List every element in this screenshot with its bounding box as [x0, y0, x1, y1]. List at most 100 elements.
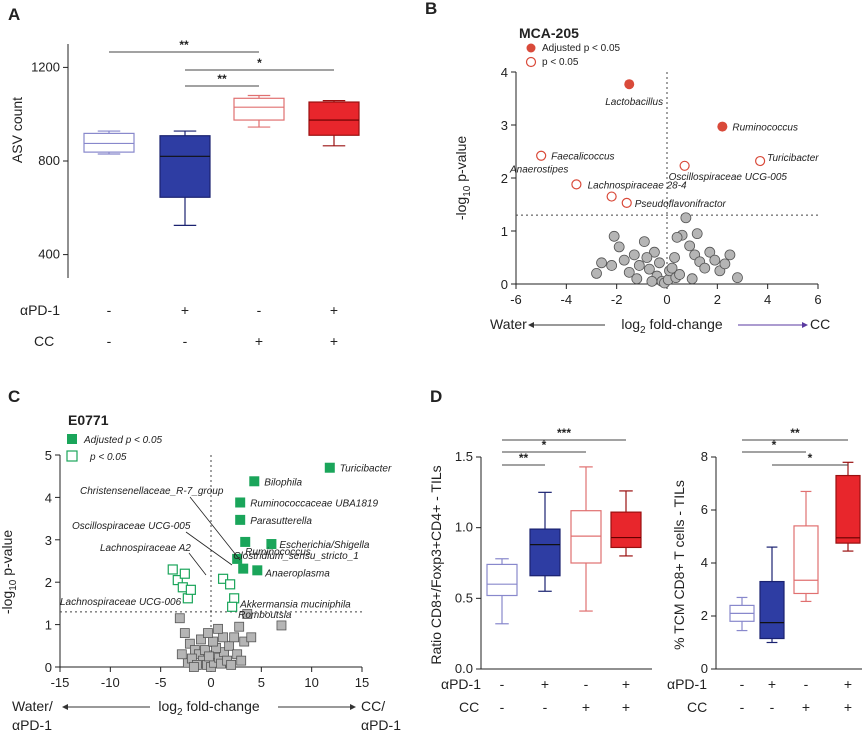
panel-letter-d: D — [430, 387, 442, 406]
panel-d2-cc-sign: - — [770, 699, 775, 715]
panel-d-ratio-boxplot: Ratio CD8+/Foxp3+CD4+ - TILs αPD-1 CC 0.… — [428, 426, 652, 715]
panel-b-point-ns — [607, 260, 617, 270]
panel-d2-ytick-label: 6 — [701, 502, 708, 517]
panel-d1-apd1-sign: + — [541, 676, 549, 692]
panel-b-point-label: Anaerostipes — [509, 164, 568, 175]
panel-b-ylabel: -log10 p-value — [453, 136, 473, 221]
panel-a-box — [309, 102, 359, 135]
panel-c-point-ns — [277, 621, 286, 630]
panel-b-right-label: CC — [810, 316, 830, 332]
panel-letter-b: B — [425, 0, 437, 18]
panel-b-point-ns — [654, 258, 664, 268]
panel-a-apd1-sign: + — [330, 302, 338, 318]
panel-c-ytick-label: 4 — [45, 490, 52, 505]
panel-d2-cc-sign: - — [740, 699, 745, 715]
panel-c-ylabel: -log10 p-value — [0, 530, 19, 615]
panel-c-annotation-label: Lachnospiraceae UCG-006 — [60, 597, 182, 608]
panel-c-point-ns — [209, 637, 218, 646]
panel-a-apd1-row-label: αPD-1 — [20, 302, 60, 318]
panel-d1-box — [487, 564, 517, 595]
panel-a-asv-boxplot: ASV count αPD-1 CC 4008001200--+--+++***… — [9, 38, 359, 349]
panel-b-point-ns — [642, 253, 652, 263]
panel-c-point-ns — [203, 629, 212, 638]
panel-c-point-label: Ruminococcus — [245, 547, 311, 558]
panel-c-annotation-label: Oscillospiraceae UCG-005 — [72, 521, 191, 532]
panel-c-point-label: Anaeroplasma — [264, 568, 330, 579]
panel-b-ytick-label: 1 — [501, 224, 508, 239]
panel-c-annotation-leader — [189, 553, 206, 575]
panel-c-point-label: Bilophila — [264, 477, 302, 488]
panel-c-point-adjusted — [235, 497, 245, 507]
panel-b-point-ns — [725, 250, 735, 260]
figure-canvas: A B C D ASV count αPD-1 CC 4008001200--+… — [0, 0, 865, 741]
panel-a-ytick-label: 1200 — [31, 59, 60, 74]
panel-c-annotation-label: Lachnospiraceae A2 — [100, 543, 191, 554]
panel-d1-cc-sign: - — [543, 699, 548, 715]
panel-a-apd1-sign: + — [181, 302, 189, 318]
panel-d2-apd1-sign: + — [844, 676, 852, 692]
panel-b-title: MCA-205 — [519, 25, 579, 41]
panel-c-annotation-leader — [190, 497, 240, 560]
panel-b-point-ns — [647, 276, 657, 286]
panel-b-point-p05 — [756, 157, 765, 166]
panel-b-point-label: Oscillospiraceae UCG-005 — [669, 172, 788, 183]
panel-c-point-adjusted — [238, 564, 248, 574]
panel-c-ytick-label: 1 — [45, 618, 52, 633]
panel-b-legend-p05: p < 0.05 — [542, 57, 579, 68]
panel-a-cc-sign: + — [255, 333, 263, 349]
panel-c-right-arrowhead — [350, 704, 356, 710]
panel-d1-apd1-sign: + — [622, 676, 630, 692]
panel-c-xtick-label: -10 — [101, 675, 120, 690]
panel-c-point-ns — [189, 663, 198, 672]
panel-d2-apd1-sign: + — [768, 676, 776, 692]
panel-b-point-ns — [634, 260, 644, 270]
panel-c-right-label-2: αPD-1 — [361, 717, 401, 733]
panel-b-point-ns — [675, 269, 685, 279]
panel-b-ytick-label: 3 — [501, 118, 508, 133]
panel-d2-apd1-row-label: αPD-1 — [667, 676, 707, 692]
panel-c-title: E0771 — [68, 412, 109, 428]
panel-c-point-ns — [177, 650, 186, 659]
panel-b-ytick-label: 2 — [501, 171, 508, 186]
panel-b-point-label: Pseudoflavonifractor — [635, 199, 727, 210]
panel-c-point-p05 — [180, 569, 189, 578]
panel-b-xtick-label: 2 — [714, 292, 721, 307]
panel-b-point-ns — [592, 268, 602, 278]
panel-b-point-p05 — [680, 161, 689, 170]
panel-a-ytick-label: 800 — [38, 153, 60, 168]
panel-letter-c: C — [8, 387, 20, 406]
panel-b-point-adjusted — [624, 79, 634, 89]
panel-a-cc-sign: + — [330, 333, 338, 349]
panel-b-point-p05 — [572, 180, 581, 189]
panel-d1-ytick-label: 0.5 — [455, 590, 473, 605]
panel-b-legend-open-marker — [527, 58, 536, 67]
panel-b-left-arrowhead — [528, 322, 534, 328]
panel-c-point-p05 — [168, 565, 177, 574]
panel-c-point-adjusted — [240, 537, 250, 547]
panel-a-cc-sign: - — [107, 333, 112, 349]
panel-b-point-ns — [619, 255, 629, 265]
panel-d1-box — [530, 529, 560, 576]
panel-c-xtick-label: 5 — [258, 675, 265, 690]
panel-c-ytick-label: 0 — [45, 660, 52, 675]
panel-c-xtick-label: -5 — [155, 675, 167, 690]
panel-b-ytick-label: 0 — [501, 277, 508, 292]
panel-b-mca205-volcano: MCA-205 -log10 p-value log2 fold-change … — [453, 25, 830, 336]
panel-c-point-label: Akkermansia muciniphila — [239, 599, 351, 610]
panel-c-ytick-label: 3 — [45, 533, 52, 548]
panel-d1-ytick-label: 1.5 — [455, 449, 473, 464]
panel-c-annotation-leader — [186, 532, 232, 565]
panel-b-point-label: Turicibacter — [767, 153, 819, 164]
panel-c-point-ns — [204, 652, 213, 661]
panel-c-point-ns — [247, 633, 256, 642]
panel-a-apd1-sign: - — [257, 302, 262, 318]
svg-text:-log10 p-value: -log10 p-value — [0, 530, 19, 615]
panel-b-point-p05 — [622, 198, 631, 207]
panel-d1-sig-label: ** — [519, 451, 529, 465]
panel-c-point-p05 — [226, 580, 235, 589]
panel-d2-sig-label: ** — [790, 426, 800, 440]
panel-c-point-ns — [214, 624, 223, 633]
panel-d2-ytick-label: 2 — [701, 608, 708, 623]
panel-c-point-p05 — [186, 585, 195, 594]
panel-c-left-label-1: Water/ — [12, 698, 53, 714]
